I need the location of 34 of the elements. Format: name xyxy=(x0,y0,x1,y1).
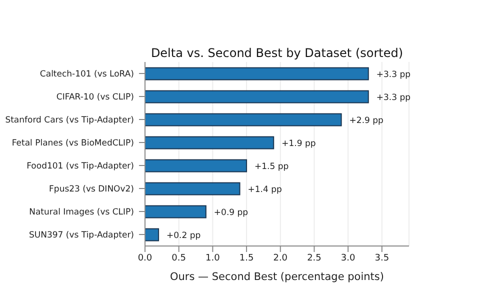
data-label: +0.9 pp xyxy=(214,208,248,218)
bar xyxy=(145,159,248,172)
x-tick-label: 3.0 xyxy=(340,253,356,264)
bar xyxy=(145,182,240,196)
data-label: +2.9 pp xyxy=(349,116,384,126)
y-tick-label: Fpus23 (vs DINOv2) xyxy=(49,184,134,194)
data-label: +3.3 pp xyxy=(376,70,411,80)
x-tick-label: 2.5 xyxy=(307,253,322,264)
y-tick-label: CIFAR-10 (vs CLIP) xyxy=(56,92,134,102)
bar xyxy=(145,228,160,242)
data-label: +0.2 pp xyxy=(166,230,201,241)
x-tick-label: 1.5 xyxy=(239,253,254,264)
x-tick-label: 1.0 xyxy=(206,253,220,264)
bar xyxy=(145,113,342,126)
bar xyxy=(145,90,369,104)
data-label: +1.4 pp xyxy=(248,184,282,195)
y-tick-label: Caltech-101 (vs LoRA) xyxy=(40,69,134,80)
data-label: +1.5 pp xyxy=(254,162,289,172)
data-label: +1.9 pp xyxy=(282,138,316,149)
y-tick-label: Food101 (vs Tip-Adapter) xyxy=(26,161,134,172)
chart-title: Delta vs. Second Best by Dataset (sorted) xyxy=(150,46,404,60)
y-tick-label: Fetal Planes (vs BioMedCLIP) xyxy=(12,138,134,148)
x-tick-label: 2.0 xyxy=(273,253,288,264)
data-label: +3.3 pp xyxy=(376,92,411,103)
bar xyxy=(145,136,274,150)
bar xyxy=(145,67,369,80)
x-tick-label: 3.5 xyxy=(374,253,390,264)
y-tick-label: Natural Images (vs CLIP) xyxy=(29,207,134,218)
x-tick-label: 0.0 xyxy=(138,253,152,264)
bar xyxy=(145,205,206,218)
x-tick-label: 0.5 xyxy=(172,253,186,264)
y-tick-label: Stanford Cars (vs Tip-Adapter) xyxy=(5,115,134,126)
x-axis-title: Ours — Second Best (percentage points) xyxy=(170,271,384,283)
y-tick-label: SUN397 (vs Tip-Adapter) xyxy=(29,230,134,240)
